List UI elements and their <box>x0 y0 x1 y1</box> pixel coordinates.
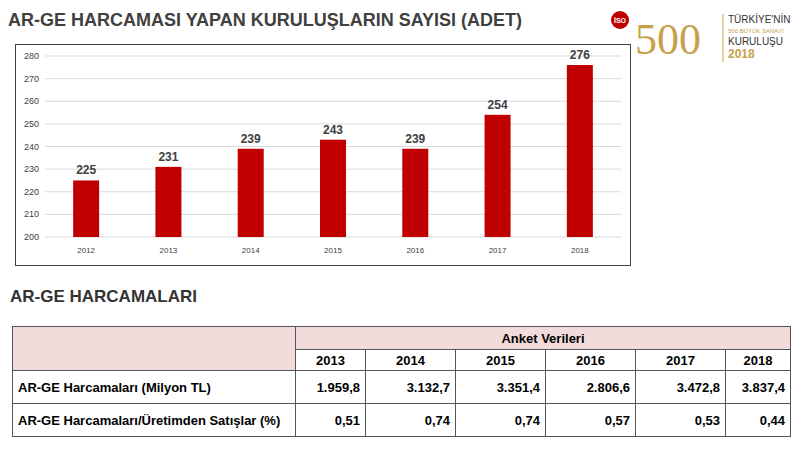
y-tick-label: 210 <box>24 209 39 219</box>
cell: 0,51 <box>296 404 366 437</box>
chart-frame <box>16 45 631 266</box>
page-title: AR-GE HARCAMASI YAPAN KURULUŞLARIN SAYIS… <box>8 10 522 31</box>
table-body: Anket Verileri201320142015201620172018AR… <box>13 327 791 437</box>
y-tick-label: 240 <box>24 142 39 152</box>
data-row: AR-GE Harcamaları (Milyon TL)1.959,83.13… <box>13 371 791 404</box>
column-header: 2016 <box>546 350 636 371</box>
cell: 0,53 <box>636 404 726 437</box>
cell: 0,44 <box>726 404 791 437</box>
y-tick-label: 220 <box>24 187 39 197</box>
bar <box>238 149 264 237</box>
column-header: 2014 <box>366 350 456 371</box>
column-header: 2018 <box>726 350 791 371</box>
table-title: AR-GE HARCAMALARI <box>10 287 197 307</box>
emblem-text: İSO <box>614 17 627 24</box>
x-tick-label: 2016 <box>406 246 424 255</box>
logo-number: 500 <box>635 15 701 64</box>
y-tick-label: 230 <box>24 164 39 174</box>
cell: 3.837,4 <box>726 371 791 404</box>
group-header: Anket Verileri <box>296 327 791 350</box>
column-header: 2017 <box>636 350 726 371</box>
cell: 3.472,8 <box>636 371 726 404</box>
cell: 0,57 <box>546 404 636 437</box>
cell: 1.959,8 <box>296 371 366 404</box>
column-header: 2015 <box>456 350 546 371</box>
bar <box>155 167 181 237</box>
grid-line <box>45 56 621 57</box>
logo: İSO 500 TÜRKİYE'NİN 500 BÜYÜK SANAYİ KURULUŞ… <box>610 6 800 64</box>
column-header: 2013 <box>296 350 366 371</box>
data-label: 276 <box>570 48 590 62</box>
y-tick-label: 270 <box>24 74 39 84</box>
logo-line: 500 BÜYÜK SANAYİ <box>728 28 784 34</box>
bar <box>320 140 346 237</box>
y-tick-label: 260 <box>24 96 39 106</box>
y-tick-label: 280 <box>24 51 39 61</box>
grid-line <box>45 101 621 102</box>
cell: 3.132,7 <box>366 371 456 404</box>
row-label: AR-GE Harcamaları/Üretimden Satışlar (%) <box>13 404 296 437</box>
data-label: 243 <box>323 123 343 137</box>
cell: 3.351,4 <box>456 371 546 404</box>
row-label: AR-GE Harcamaları (Milyon TL) <box>13 371 296 404</box>
bar <box>402 149 428 237</box>
data-label: 231 <box>158 150 178 164</box>
x-tick-label: 2013 <box>160 246 178 255</box>
bars <box>73 65 593 237</box>
x-tick-label: 2014 <box>242 246 260 255</box>
logo-separator <box>723 14 724 62</box>
page: {"chart_data": {"type": "bar", "title": … <box>0 0 800 450</box>
cell: 2.806,6 <box>546 371 636 404</box>
data-label: 239 <box>241 132 261 146</box>
bar <box>485 115 511 237</box>
data-row: AR-GE Harcamaları/Üretimden Satışlar (%)… <box>13 404 791 437</box>
grid-line <box>45 78 621 79</box>
chart: 200 210 220 230 240 250 260 270 280 225 231 239 243 2… <box>15 44 631 266</box>
header-row: Anket Verileri <box>13 327 791 350</box>
logo-line: KURULUŞU <box>728 36 783 47</box>
data-label: 239 <box>405 132 425 146</box>
data-label: 225 <box>76 163 96 177</box>
bar <box>567 65 593 237</box>
logo-svg: İSO 500 TÜRKİYE'NİN 500 BÜYÜK SANAYİ KURULUŞ… <box>610 6 800 64</box>
corner-cell <box>13 327 296 371</box>
cell: 0,74 <box>366 404 456 437</box>
data-label: 254 <box>488 98 508 112</box>
bar <box>73 180 99 237</box>
x-tick-label: 2015 <box>324 246 342 255</box>
logo-line: 2018 <box>728 47 755 61</box>
chart-svg: 200 210 220 230 240 250 260 270 280 225 231 239 243 2… <box>15 44 631 266</box>
y-tick-label: 250 <box>24 119 39 129</box>
cell: 0,74 <box>456 404 546 437</box>
y-tick-label: 200 <box>24 232 39 242</box>
emblem-circle <box>611 11 629 29</box>
table: Anket Verileri201320142015201620172018AR… <box>12 326 791 437</box>
x-tick-label: 2017 <box>489 246 507 255</box>
logo-line: TÜRKİYE'NİN <box>728 13 790 25</box>
x-tick-label: 2018 <box>571 246 589 255</box>
x-tick-label: 2012 <box>77 246 95 255</box>
